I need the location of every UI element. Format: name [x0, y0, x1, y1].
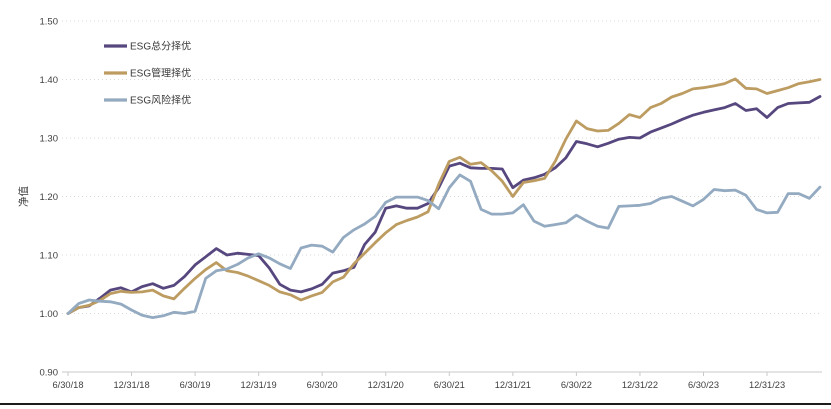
x-axis-tick-label: 6/30/21 [434, 380, 465, 390]
x-axis-tick-label: 12/31/18 [113, 380, 149, 390]
x-axis-tick-label: 6/30/18 [52, 380, 83, 390]
y-axis-tick-label: 1.30 [40, 134, 59, 145]
legend-label: ESG风险择优 [130, 94, 191, 107]
page-bottom-border [0, 403, 831, 405]
y-axis-tick-label: 1.20 [40, 192, 59, 203]
x-axis-tick-label: 6/30/20 [307, 380, 338, 390]
y-axis-tick-label: 0.90 [40, 368, 59, 379]
series-line-2 [66, 173, 822, 320]
y-axis-title: 净值 [17, 186, 30, 207]
x-axis-tick-label: 6/30/19 [180, 380, 211, 390]
legend-item: ESG风险择优 [104, 94, 191, 107]
legend-label: ESG管理择优 [130, 67, 191, 80]
series-line-0 [66, 95, 822, 315]
legend-item: ESG管理择优 [104, 67, 191, 80]
series-line-1 [66, 77, 822, 315]
x-axis-tick-label: 6/30/22 [561, 380, 592, 390]
legend-item: ESG总分择优 [104, 40, 191, 53]
x-axis-tick-label: 12/31/22 [622, 380, 658, 390]
x-axis-tick-label: 12/31/20 [368, 380, 404, 390]
x-axis-tick-label: 12/31/21 [495, 380, 531, 390]
legend-label: ESG总分择优 [130, 40, 191, 53]
y-axis-tick-label: 1.10 [40, 251, 59, 262]
x-axis-tick-label: 6/30/23 [688, 380, 719, 390]
x-axis-tick-label: 12/31/23 [749, 380, 785, 390]
y-axis-tick-label: 1.50 [40, 17, 59, 28]
y-axis-tick-label: 1.00 [40, 309, 59, 320]
y-axis-tick-label: 1.40 [40, 75, 59, 86]
x-axis-tick-label: 12/31/19 [241, 380, 277, 390]
